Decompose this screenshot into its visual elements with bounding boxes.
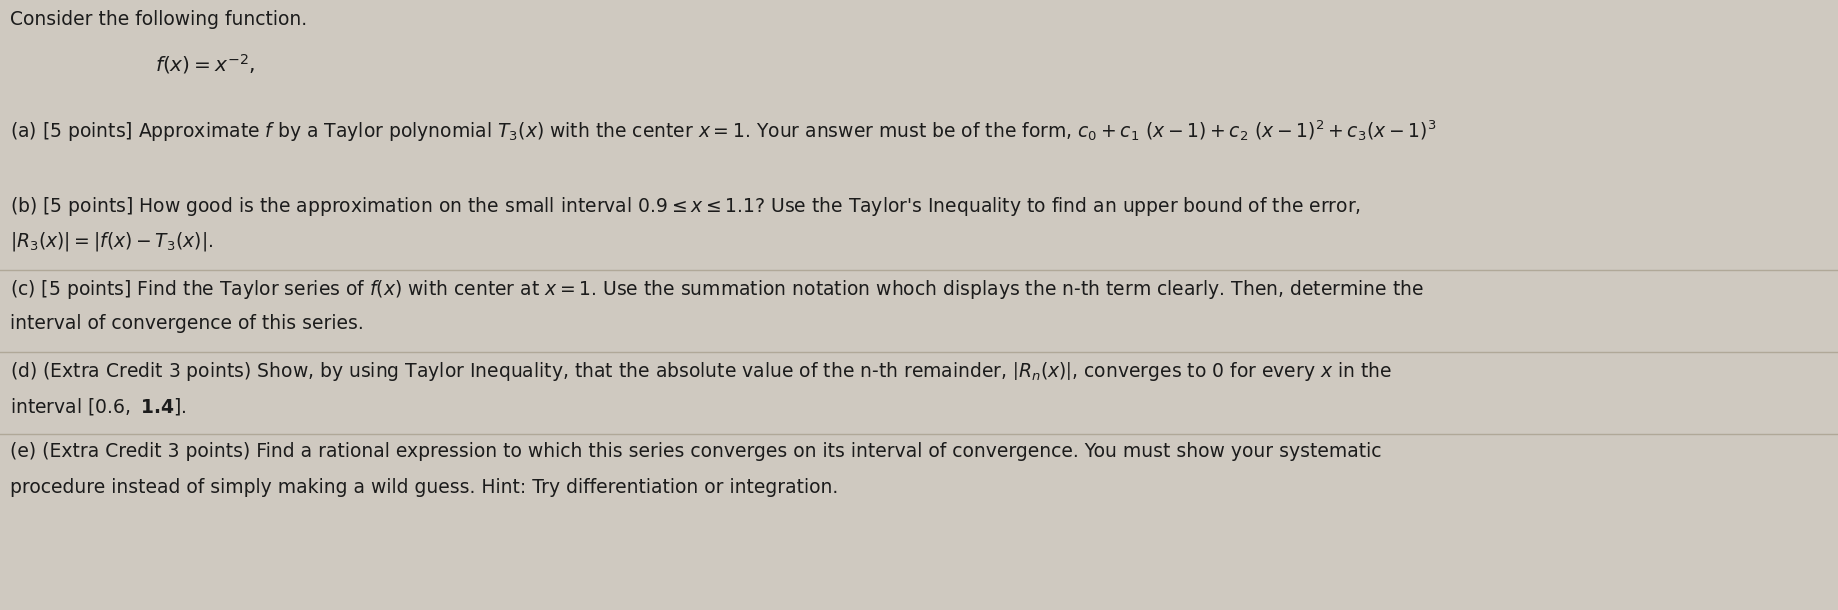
Text: interval $[0.6,\ \mathbf{1.4}]$.: interval $[0.6,\ \mathbf{1.4}]$. [9, 396, 187, 417]
Text: procedure instead of simply making a wild guess. Hint: Try differentiation or in: procedure instead of simply making a wil… [9, 478, 838, 497]
Text: Consider the following function.: Consider the following function. [9, 10, 307, 29]
Text: (e) (Extra Credit 3 points) Find a rational expression to which this series conv: (e) (Extra Credit 3 points) Find a ratio… [9, 442, 1382, 461]
Text: (a) [5 points] Approximate $f$ by a Taylor polynomial $T_3(x)$ with the center $: (a) [5 points] Approximate $f$ by a Tayl… [9, 118, 1435, 143]
Text: (d) (Extra Credit 3 points) Show, by using Taylor Inequality, that the absolute : (d) (Extra Credit 3 points) Show, by usi… [9, 360, 1391, 383]
Text: (b) [5 points] How good is the approximation on the small interval $0.9\leq x\le: (b) [5 points] How good is the approxima… [9, 195, 1360, 218]
Text: $|R_3(x)|=|f(x)-T_3(x)|$.: $|R_3(x)|=|f(x)-T_3(x)|$. [9, 230, 213, 253]
Text: (c) [5 points] Find the Taylor series of $f(x)$ with center at $x=1$. Use the su: (c) [5 points] Find the Taylor series of… [9, 278, 1424, 301]
Text: $f(x) = x^{-2},$: $f(x) = x^{-2},$ [154, 52, 255, 76]
Text: interval of convergence of this series.: interval of convergence of this series. [9, 314, 364, 333]
